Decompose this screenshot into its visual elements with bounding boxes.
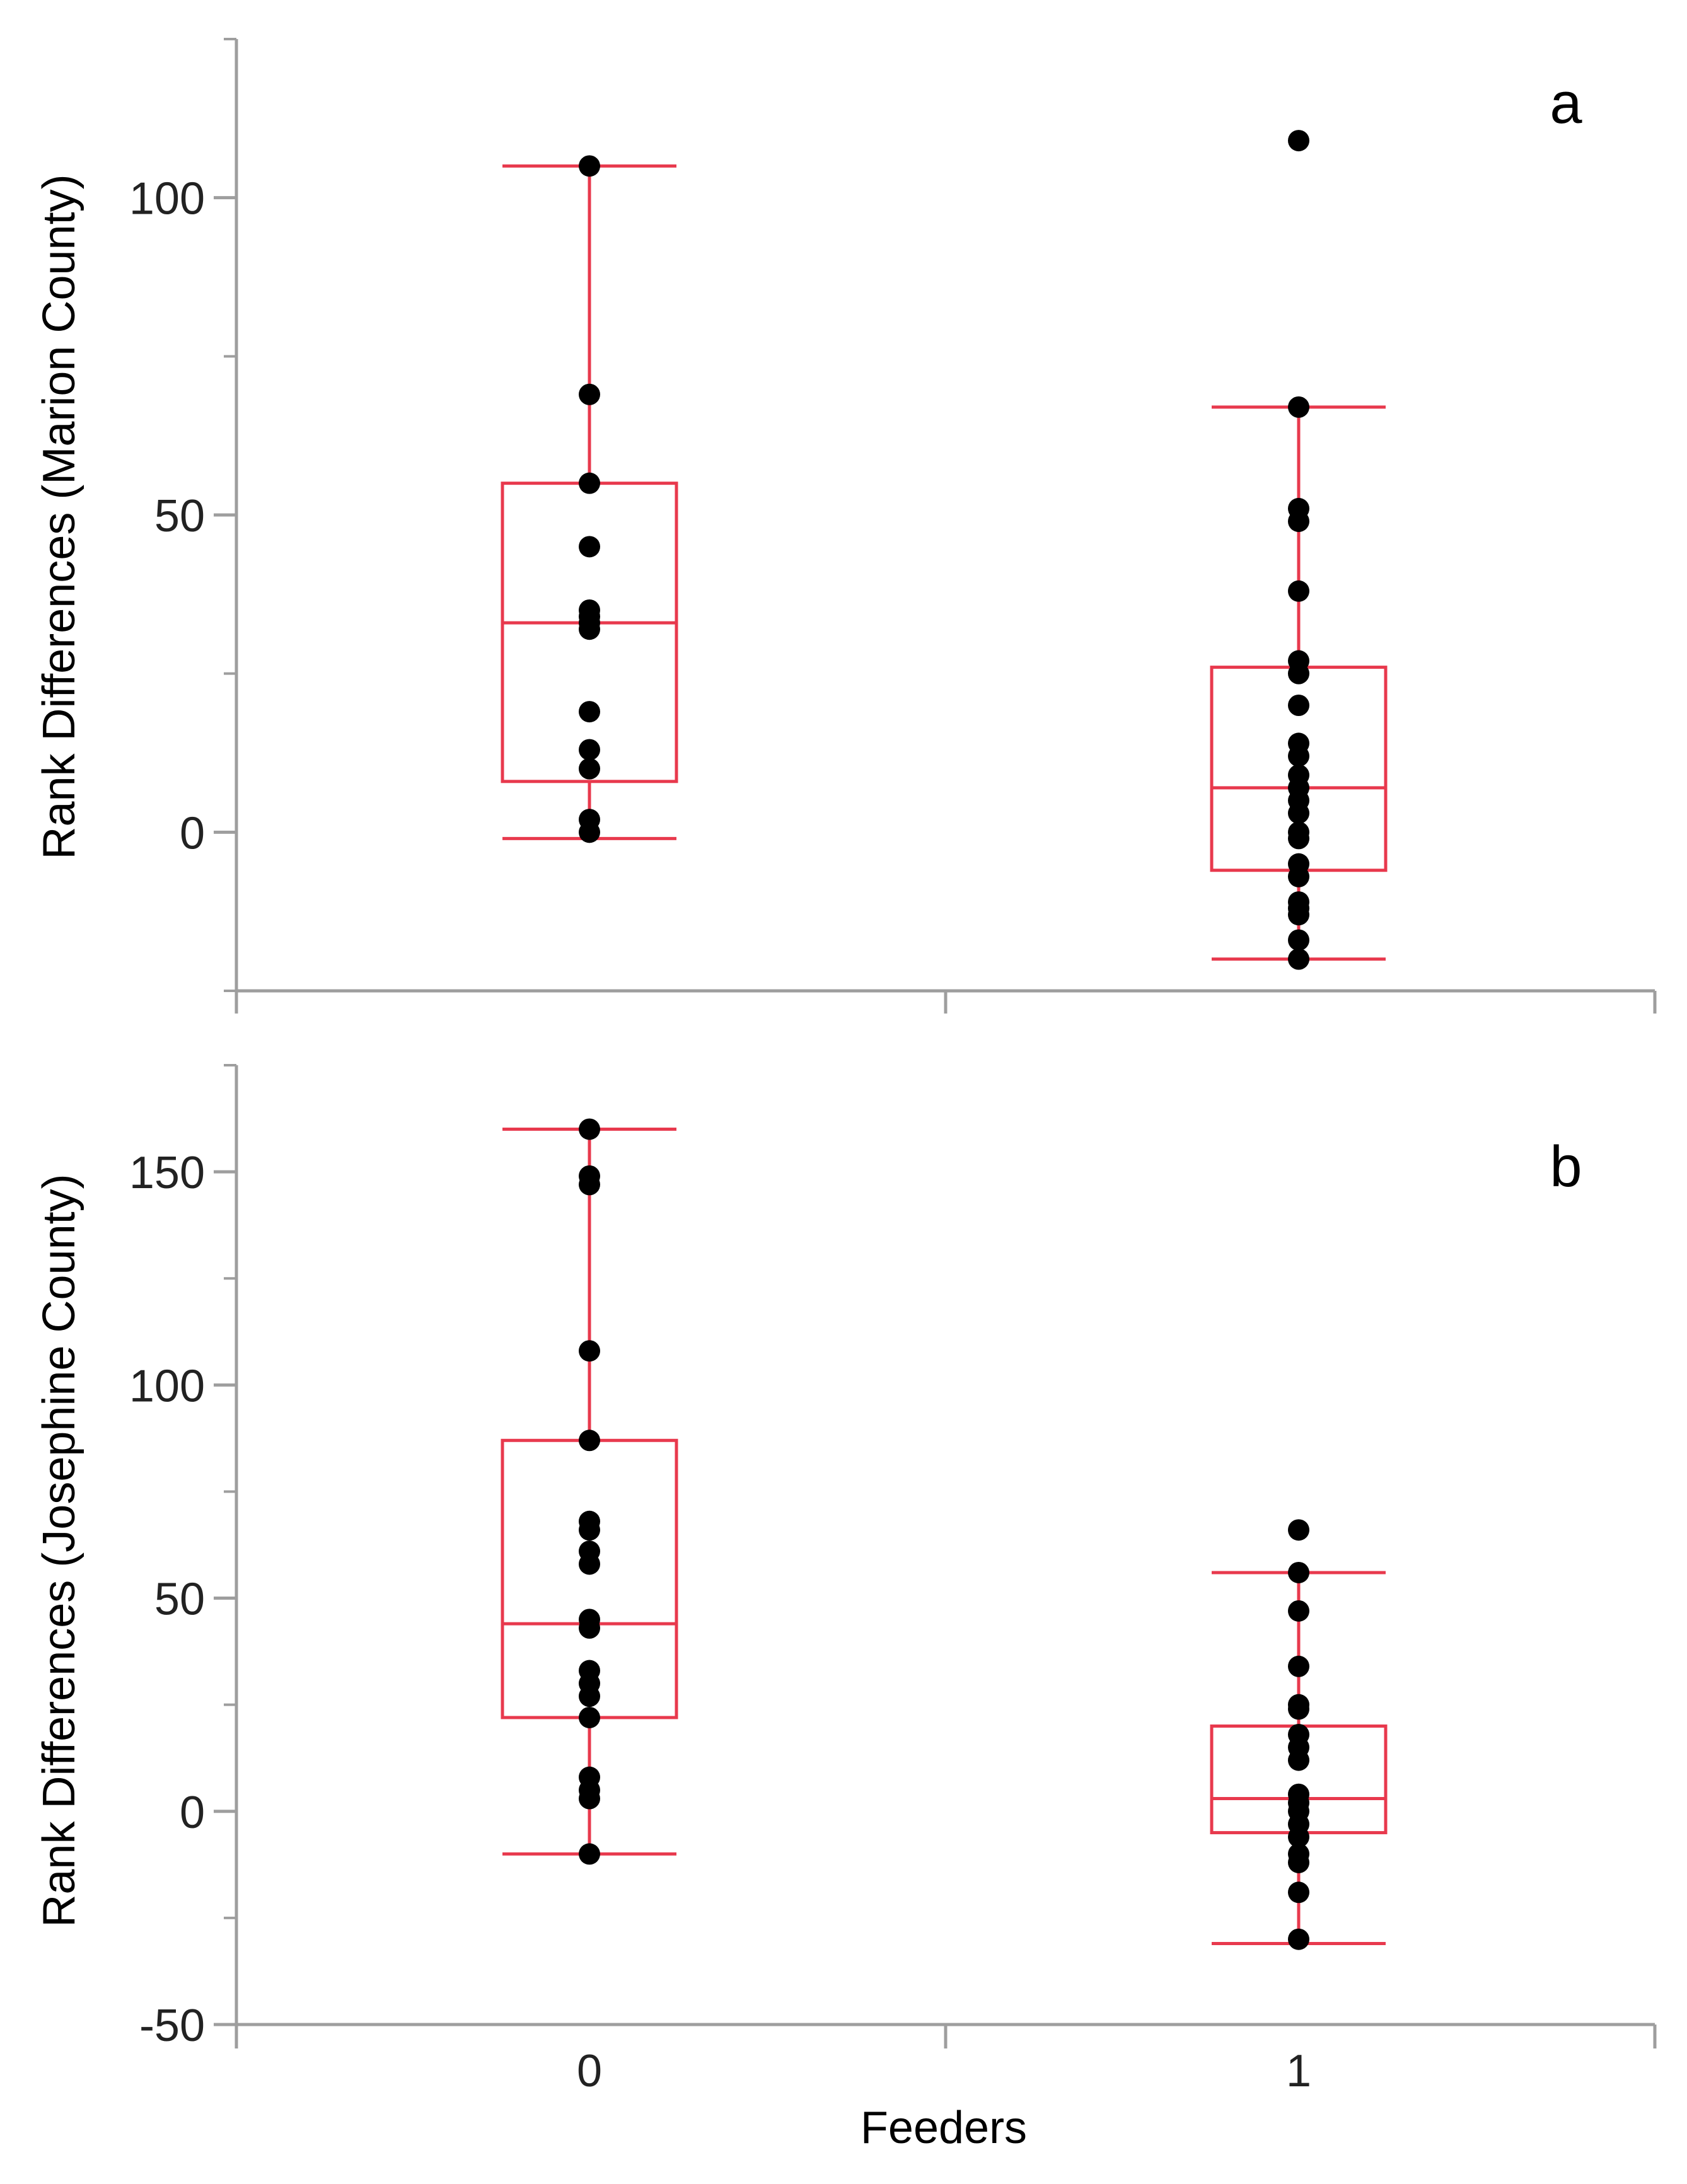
panel-b-x-tick-label-1: 1 — [1286, 2046, 1311, 2096]
panel-a-label: a — [1550, 71, 1582, 136]
panel-b-point-1-13 — [1288, 1826, 1309, 1848]
panel-b-axes: -50 0 50 100 150 0 1 — [129, 1064, 1657, 2096]
panel-b-point-1-3 — [1288, 1655, 1309, 1677]
panel-a-point-0-2 — [579, 472, 600, 494]
panel-b-x-tick-label-0: 0 — [577, 2046, 602, 2096]
panel-a-point-1-0 — [1288, 130, 1309, 152]
panel-a-point-0-0 — [579, 155, 600, 177]
panel-b-point-0-10 — [579, 1617, 600, 1639]
panel-a-axes: 0 50 100 — [129, 38, 1657, 1014]
panel-b-boxes — [501, 1127, 1388, 1945]
panel-a-point-0-9 — [579, 739, 600, 761]
panel-a-point-1-6 — [1288, 662, 1309, 685]
panel-a-point-1-15 — [1288, 828, 1309, 850]
panel-a-point-1-9 — [1288, 745, 1309, 767]
panel-b-point-1-2 — [1288, 1600, 1309, 1622]
panel-b-point-0-14 — [579, 1706, 600, 1728]
panel-b-y-tick-label-50: 50 — [154, 1574, 205, 1625]
panel-a-y-tick-label-100: 100 — [129, 174, 205, 224]
panel-b-point-0-6 — [579, 1519, 600, 1541]
panel-b-y-tick-label-150: 150 — [129, 1148, 205, 1198]
panel-b-points — [579, 1118, 1309, 1950]
panel-b-y-tick-label--50: -50 — [139, 2001, 205, 2051]
panel-a-point-1-21 — [1288, 929, 1309, 951]
panel-b-point-1-5 — [1288, 1698, 1309, 1720]
panel-a-point-1-13 — [1288, 802, 1309, 824]
panel-a-point-1-17 — [1288, 865, 1309, 887]
panel-b-y-tick-label-0: 0 — [180, 1788, 205, 1838]
panel-b-point-0-3 — [579, 1340, 600, 1362]
panel-a-marion-county: 0 50 100 a Rank Differences (Marion County… — [34, 38, 1657, 1014]
panel-b-point-0-18 — [579, 1843, 600, 1865]
panel-a-y-axis-label: Rank Differences (Marion County) — [34, 174, 84, 859]
panel-b-point-1-8 — [1288, 1749, 1309, 1771]
panel-a-y-tick-label-0: 0 — [180, 808, 205, 858]
panel-b-point-0-4 — [579, 1430, 600, 1452]
panel-a-point-1-3 — [1288, 511, 1309, 533]
panel-a-point-0-7 — [579, 618, 600, 640]
panel-a-point-0-8 — [579, 701, 600, 723]
panel-a-point-0-10 — [579, 758, 600, 780]
panel-b-y-axis-label: Rank Differences (Josephine County) — [34, 1174, 84, 1927]
panel-b-point-0-17 — [579, 1788, 600, 1810]
panel-a-point-1-20 — [1288, 904, 1309, 926]
panel-b-y-tick-label-100: 100 — [129, 1361, 205, 1411]
panel-b-point-0-8 — [579, 1553, 600, 1575]
panel-b-point-1-16 — [1288, 1881, 1309, 1904]
panel-b-point-0-0 — [579, 1118, 600, 1140]
panel-b-josephine-county: -50 0 50 100 150 0 1 b Rank Differences (Josep… — [34, 1064, 1657, 2096]
panel-a-point-0-3 — [579, 536, 600, 558]
panel-a-boxes — [501, 164, 1388, 961]
x-axis-label: Feeders — [861, 2103, 1027, 2153]
panel-a-point-0-12 — [579, 821, 600, 843]
panel-a-point-1-1 — [1288, 396, 1309, 418]
panel-a-point-1-22 — [1288, 948, 1309, 970]
panel-a-points — [579, 130, 1309, 970]
panel-b-point-1-15 — [1288, 1851, 1309, 1873]
panel-b-label: b — [1550, 1135, 1582, 1199]
panel-a-y-tick-label-50: 50 — [154, 491, 205, 541]
panel-b-point-1-0 — [1288, 1519, 1309, 1541]
panel-b-point-0-2 — [579, 1174, 600, 1196]
panel-b-point-1-1 — [1288, 1561, 1309, 1583]
panel-b-point-0-13 — [579, 1685, 600, 1707]
panel-b-point-1-17 — [1288, 1928, 1309, 1950]
panel-a-point-0-1 — [579, 383, 600, 405]
panel-a-point-1-7 — [1288, 695, 1309, 716]
panel-a-point-1-4 — [1288, 580, 1309, 602]
